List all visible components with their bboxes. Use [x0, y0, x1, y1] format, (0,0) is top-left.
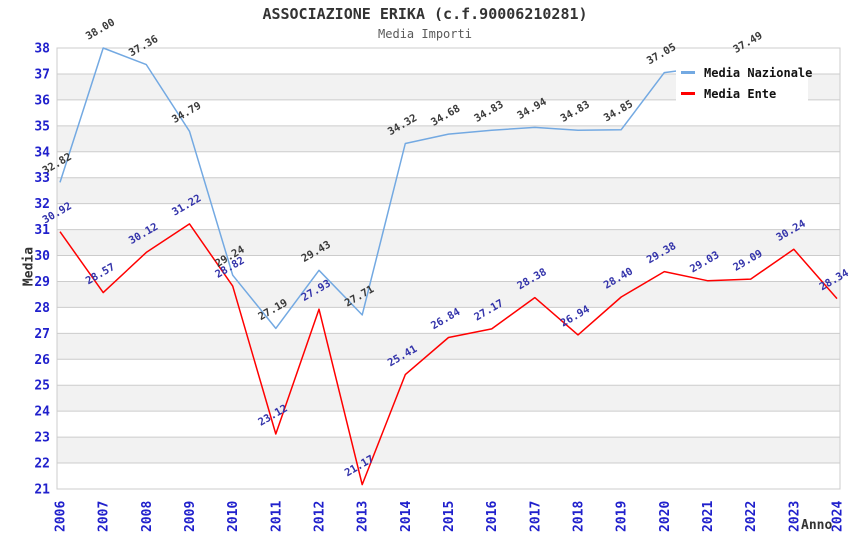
x-axis-title: Anno	[801, 518, 833, 533]
chart-subtitle: Media Importi	[378, 27, 472, 41]
x-tick-label: 2017	[528, 501, 543, 532]
x-tick-label: 2024	[831, 501, 846, 532]
media-nazionale-swatch-icon	[681, 71, 695, 74]
y-tick-label: 31	[34, 223, 50, 238]
media-nazionale-line	[59, 47, 751, 330]
x-tick-label: 2019	[615, 501, 630, 532]
y-tick-label: 36	[34, 93, 50, 108]
media-ente-line	[59, 223, 838, 486]
y-tick-label: 37	[34, 67, 50, 82]
x-tick-label: 2023	[787, 501, 802, 532]
x-tick-label: 2020	[658, 501, 673, 532]
grid-band	[57, 307, 840, 334]
x-tick-label: 2022	[744, 501, 759, 532]
chart-title: ASSOCIAZIONE ERIKA (c.f.90006210281)	[262, 5, 588, 23]
grid-band	[57, 255, 840, 282]
x-tick-label: 2010	[226, 501, 241, 532]
x-tick-label: 2008	[140, 501, 155, 532]
legend-label: Media Ente	[704, 86, 777, 101]
x-tick-label: 2016	[485, 501, 500, 532]
x-tick-label: 2013	[356, 501, 371, 532]
grid-band	[57, 125, 840, 152]
x-tick-label: 2006	[54, 501, 69, 532]
legend-item-media-ente: Media Ente	[681, 83, 808, 104]
y-tick-label: 27	[34, 327, 50, 342]
y-tick-label: 28	[34, 301, 50, 316]
grid-band	[57, 411, 840, 438]
y-tick-label: 35	[34, 119, 50, 134]
grid-band	[57, 229, 840, 256]
x-tick-label: 2021	[701, 501, 716, 532]
x-tick-label: 2018	[572, 501, 587, 532]
grid-band	[57, 463, 840, 489]
y-tick-label: 29	[34, 275, 50, 290]
y-tick-label: 24	[34, 405, 50, 420]
y-tick-label: 33	[34, 171, 50, 186]
x-tick-label: 2009	[183, 501, 198, 532]
y-tick-label: 25	[34, 379, 50, 394]
grid-band	[57, 177, 840, 204]
x-tick-label: 2011	[269, 501, 284, 532]
media-ente-swatch-icon	[681, 92, 695, 95]
y-tick-label: 22	[34, 457, 50, 472]
y-tick-label: 30	[34, 249, 50, 264]
x-tick-label: 2014	[399, 501, 414, 532]
grid-band	[57, 385, 840, 412]
y-tick-label: 32	[34, 197, 50, 212]
y-tick-label: 26	[34, 353, 50, 368]
grid-band	[57, 281, 840, 308]
y-tick-label: 34	[34, 145, 50, 160]
plot-border	[56, 47, 841, 490]
chart-legend: Media Nazionale Media Ente	[676, 59, 812, 107]
x-tick-label: 2012	[313, 501, 328, 532]
x-tick-label: 2015	[442, 501, 457, 532]
grid-band	[57, 437, 840, 464]
x-tick-label: 2007	[97, 501, 112, 532]
legend-item-media-nazionale: Media Nazionale	[681, 62, 812, 83]
point-label: 38.00	[84, 16, 117, 42]
grid-band	[57, 359, 840, 386]
y-tick-label: 21	[34, 483, 50, 498]
y-tick-label: 23	[34, 431, 50, 446]
y-tick-label: 38	[34, 42, 50, 57]
legend-label: Media Nazionale	[704, 65, 813, 80]
grid-band	[57, 151, 840, 178]
